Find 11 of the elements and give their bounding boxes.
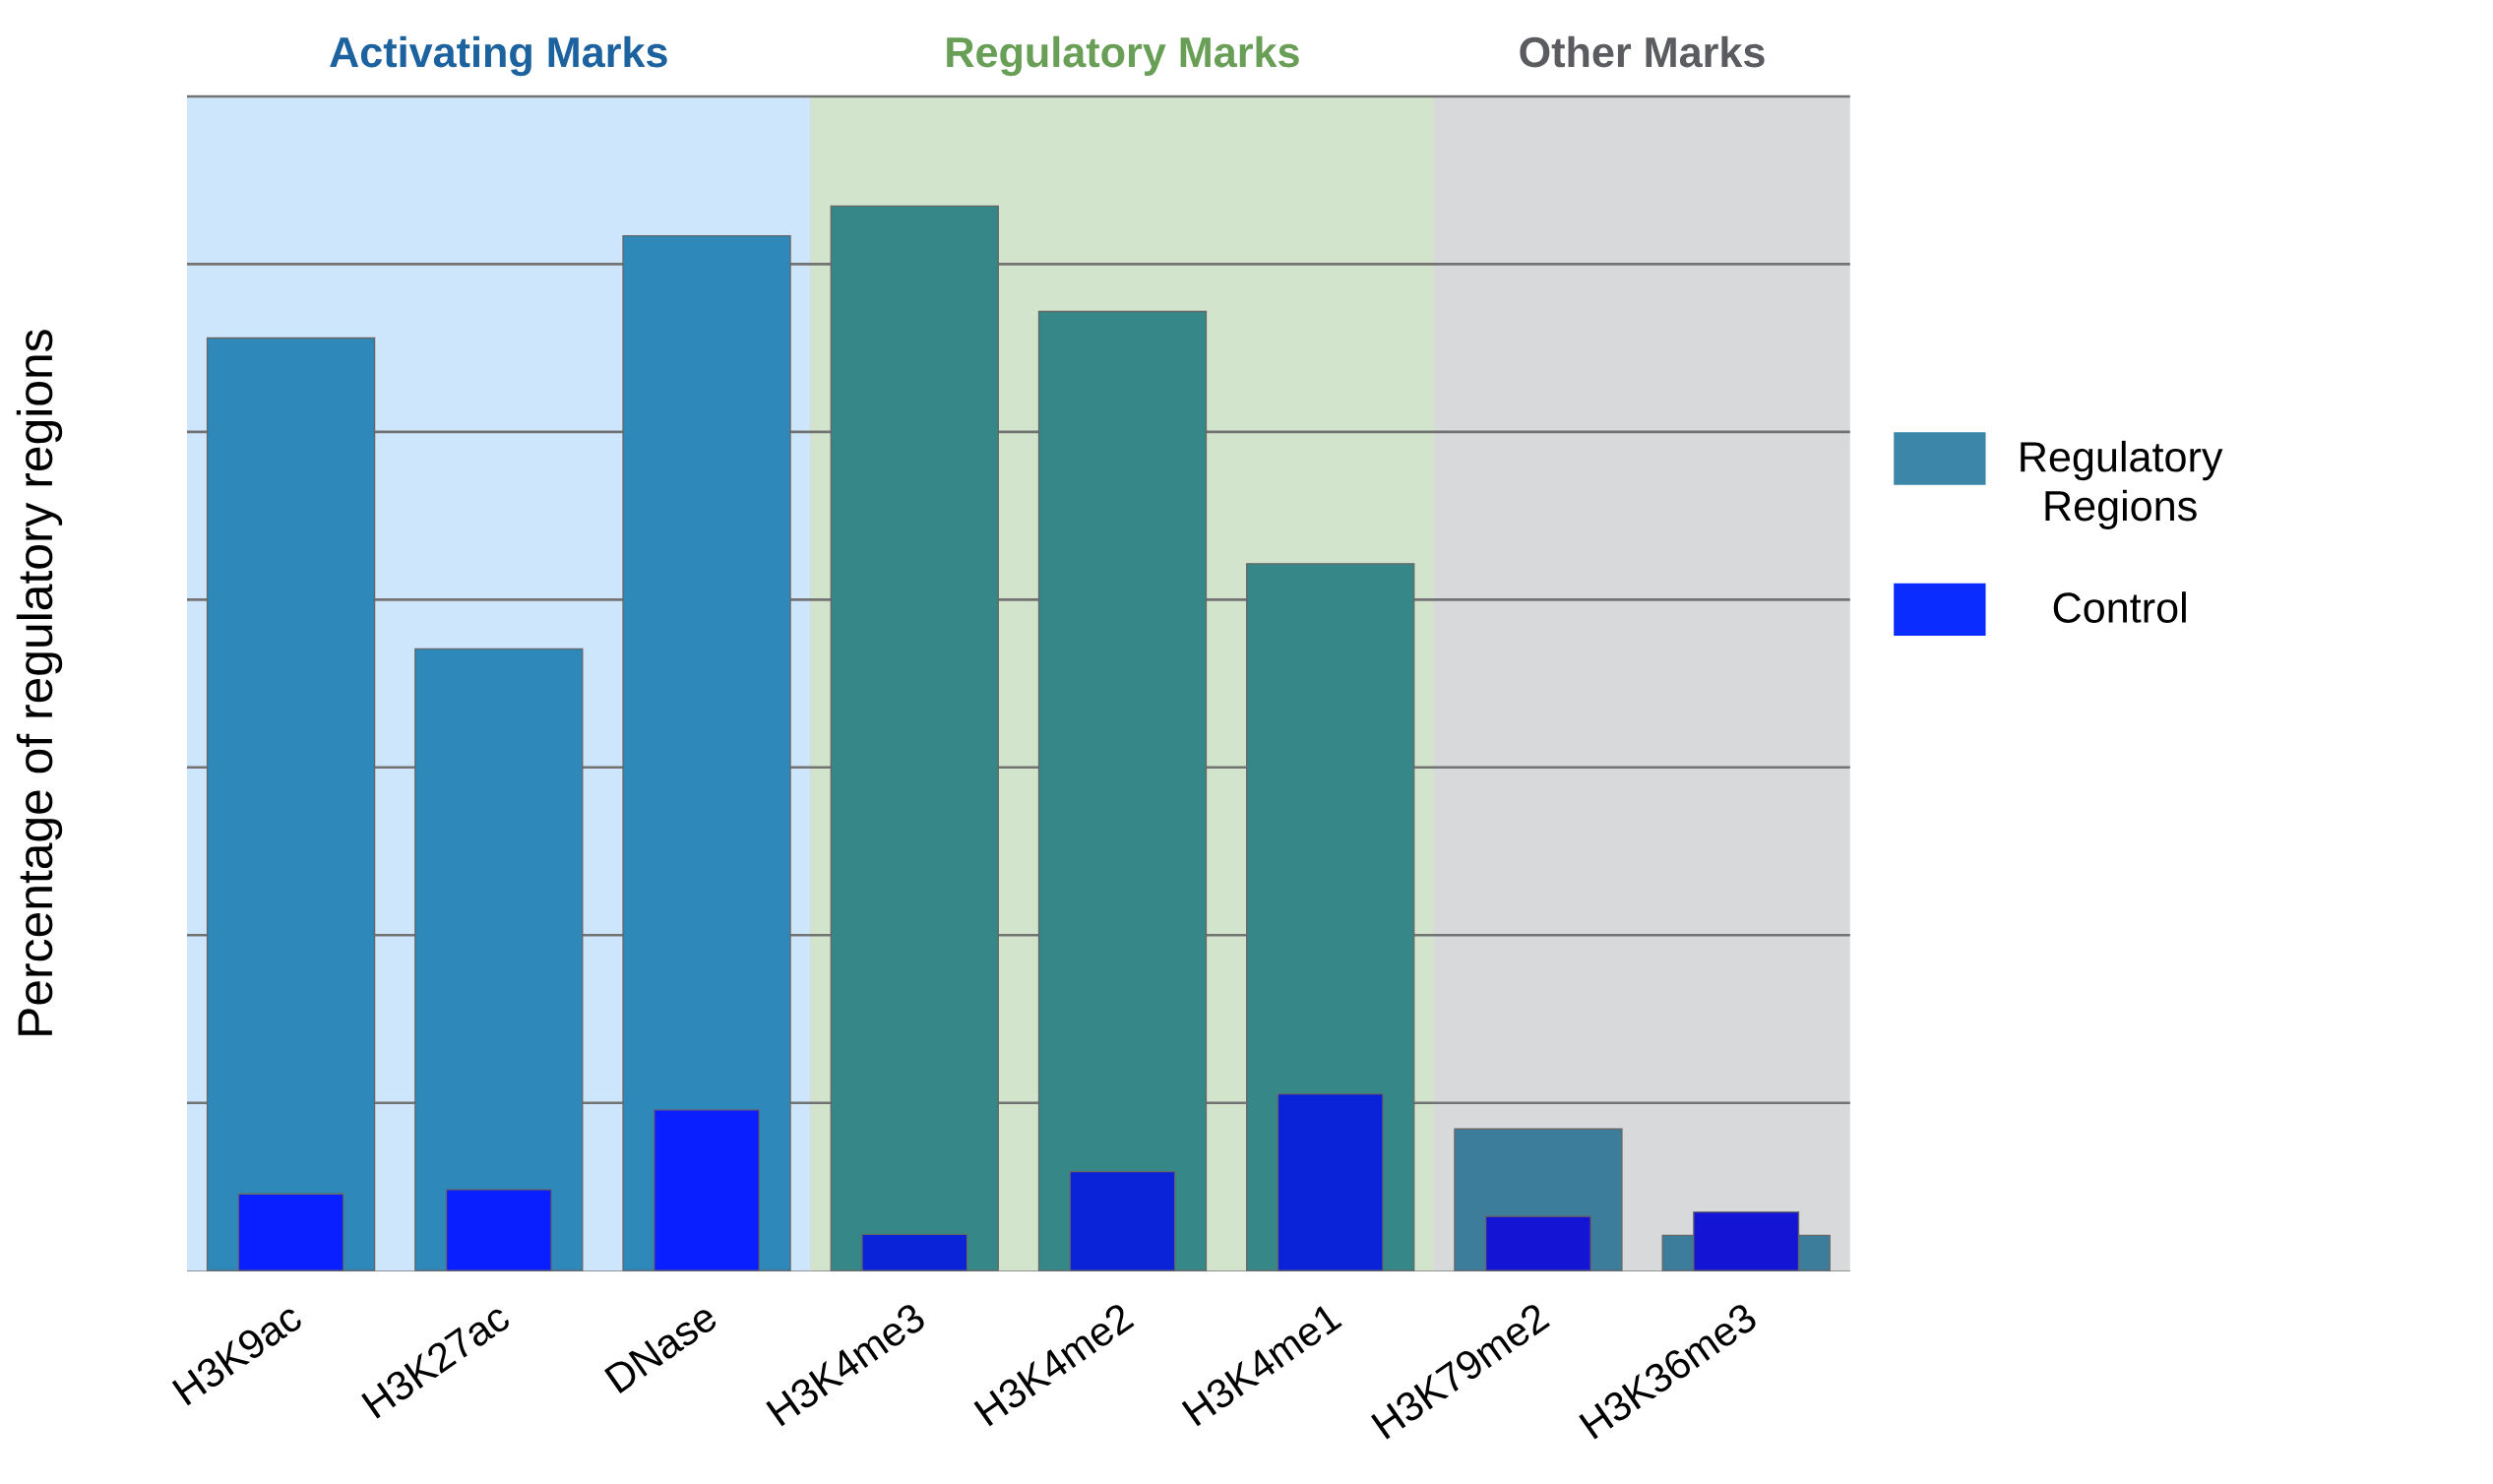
y-axis-title: Percentage of regulatory regions: [16, 330, 63, 1035]
band-label: Other Marks: [1520, 35, 1765, 68]
band-label: Regulatory Marks: [947, 35, 1299, 77]
legend-label: Control: [2053, 591, 2186, 624]
bar: [1037, 310, 1208, 1271]
band-label: Activating Marks: [330, 35, 667, 77]
bar: [206, 337, 376, 1271]
legend-label: Regulatory Regions: [2021, 440, 2223, 530]
bar: [622, 235, 791, 1271]
bar: [830, 205, 999, 1271]
bar: [414, 648, 584, 1271]
